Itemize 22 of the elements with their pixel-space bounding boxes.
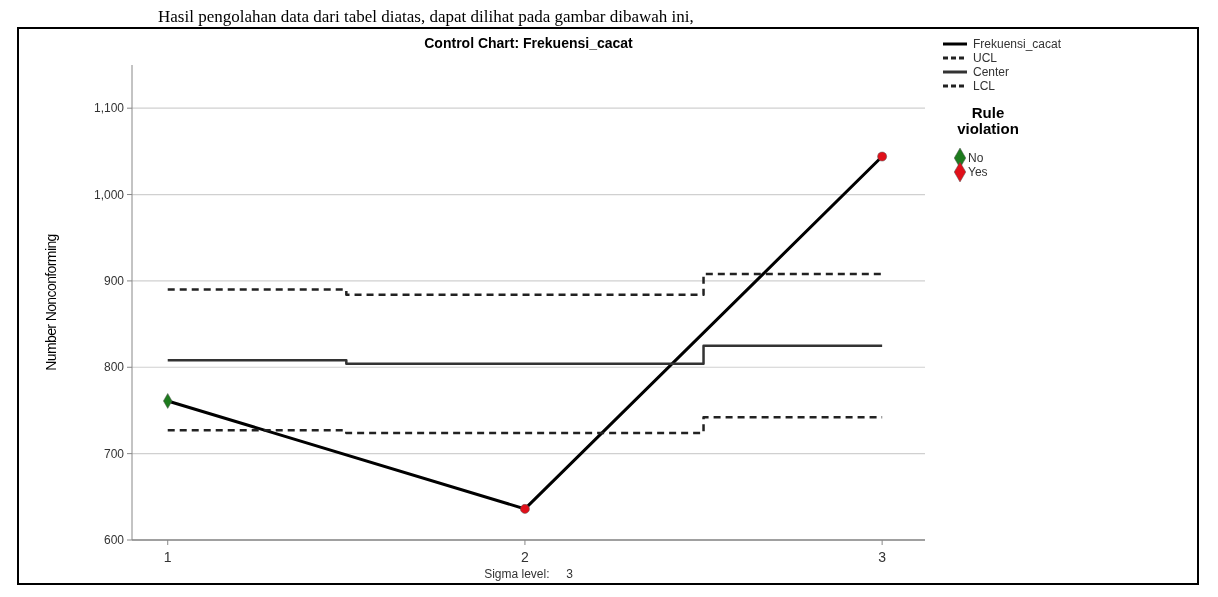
- point: [877, 151, 887, 162]
- legend-label: Center: [973, 65, 1010, 80]
- text: Hasil pengolahan data dari tabel diatas, dapat dilihat pada gambar dibawah ini,: [158, 7, 694, 26]
- legend-label: Yes: [968, 165, 988, 180]
- y-tick-label: 800: [103, 360, 125, 375]
- y-axis-title: Number Nonconforming: [43, 234, 59, 371]
- legend-label: No: [968, 151, 984, 166]
- legend-label: LCL: [973, 79, 996, 94]
- y-tick-label: 1,000: [93, 187, 125, 202]
- legend-label: UCL: [973, 51, 998, 66]
- chart-title: Control Chart: Frekuensi_cacat: [424, 35, 634, 51]
- legend-label: Frekuensi_cacat: [973, 37, 1062, 52]
- y-tick-label: 600: [103, 533, 125, 548]
- x-tick-label: 1: [163, 549, 172, 565]
- point: [520, 504, 530, 514]
- y-tick-label: 1,100: [93, 101, 125, 116]
- x-tick-label: 2: [521, 549, 530, 565]
- x-tick-label: 3: [878, 549, 887, 565]
- y-tick-label: 700: [103, 446, 125, 461]
- text: Sigma level: 3: [484, 567, 574, 581]
- legend-title: Rule violation: [957, 104, 1019, 137]
- y-tick-label: 900: [103, 274, 125, 289]
